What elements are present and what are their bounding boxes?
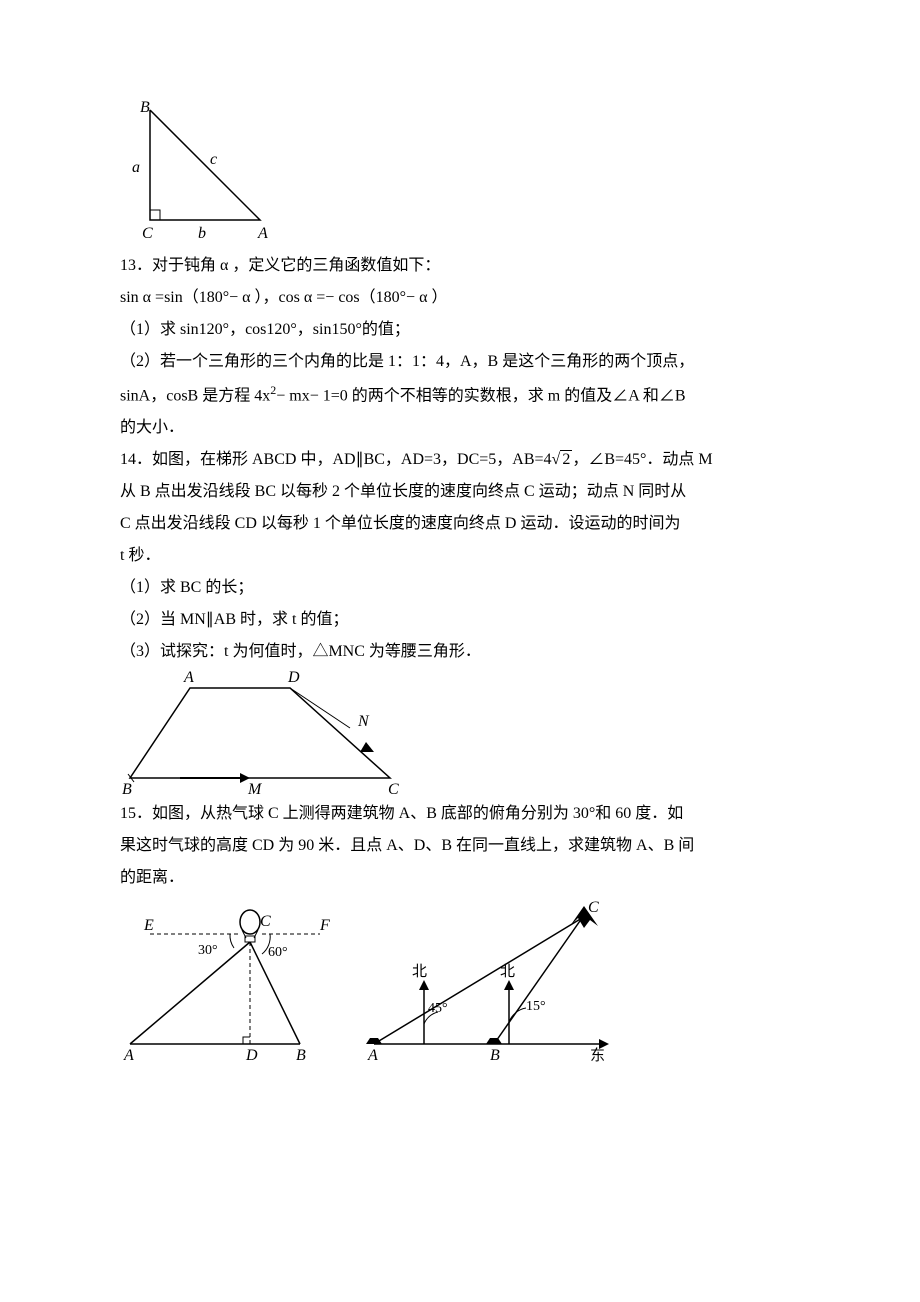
label-N: N [357,713,370,730]
q15-line2: 果这时气球的高度 CD 为 90 米．且点 A、D、B 在同一直线上，求建筑物 … [120,830,800,862]
label-C4: C [588,899,599,916]
q13-line5: sinA，cosB 是方程 4x2− mx− 1=0 的两个不相等的实数根，求 … [120,378,800,412]
label-north2: 北 [500,963,515,980]
q14-sqrt: 2 [560,450,572,468]
q15-line3: 的距离． [120,862,800,894]
q15-line1: 15．如图，从热气球 C 上测得两建筑物 A、B 底部的俯角分别为 30°和 6… [120,798,800,830]
figure-row: E F C A D B 30° 60° [120,894,800,1064]
label-A: A [257,225,268,242]
q13-line5-pre: sinA，cosB 是方程 4x [120,387,270,404]
figure-bearing: A B C 北 北 东 45° 15° [354,894,614,1064]
label-A2: A [183,669,194,686]
figure-triangle-right: B C A a b c [120,100,270,250]
label-45: 45° [428,1001,448,1016]
label-C3: C [260,913,271,930]
q13-line5-post: − mx− 1=0 的两个不相等的实数根，求 m 的值及∠A 和∠B [276,387,685,404]
q13-line2: sin α =sin（180°− α ），cos α =− cos（180°− … [120,282,800,314]
label-c: c [210,151,217,168]
label-east: 东 [590,1047,605,1064]
label-F: F [319,917,330,934]
label-B2: B [122,781,132,798]
label-30: 30° [198,943,218,958]
q14-line5: （1）求 BC 的长； [120,572,800,604]
q14-line1-pre: 14．如图，在梯形 ABCD 中，AD∥BC，AD=3，DC=5，AB=4 [120,451,552,468]
label-A3: A [123,1047,134,1064]
label-b: b [198,225,206,242]
label-a: a [132,159,140,176]
label-C: C [142,225,153,242]
q14-line4: t 秒． [120,540,800,572]
label-15: 15° [526,999,546,1014]
q14-line1: 14．如图，在梯形 ABCD 中，AD∥BC，AD=3，DC=5，AB=4√2，… [120,444,800,476]
figure-balloon: E F C A D B 30° 60° [120,904,350,1064]
label-60: 60° [268,945,288,960]
q13-line3: （1）求 sin120°，cos120°，sin150°的值； [120,314,800,346]
label-D3: D [245,1047,258,1064]
label-D2: D [287,669,300,686]
q14-line3: C 点出发沿线段 CD 以每秒 1 个单位长度的速度向终点 D 运动．设运动的时… [120,508,800,540]
label-B4: B [490,1047,500,1064]
q14-line7: （3）试探究：t 为何值时，△MNC 为等腰三角形． [120,636,800,668]
q13-line6: 的大小． [120,412,800,444]
q14-line6: （2）当 MN∥AB 时，求 t 的值； [120,604,800,636]
page: B C A a b c 13．对于钝角 α ，定义它的三角函数值如下： sin … [0,0,920,1104]
label-north1: 北 [412,963,427,980]
q14-line1-post: ，∠B=45°．动点 M [572,451,712,468]
figure-trapezoid: A D C B N M [120,668,400,798]
label-C2: C [388,781,399,798]
q13-line1: 13．对于钝角 α ，定义它的三角函数值如下： [120,250,800,282]
label-B: B [140,100,150,116]
q13-line4: （2）若一个三角形的三个内角的比是 1：1：4，A，B 是这个三角形的两个顶点， [120,346,800,378]
label-E: E [143,917,154,934]
label-M: M [247,781,263,798]
label-B3: B [296,1047,306,1064]
label-A4: A [367,1047,378,1064]
q14-line2: 从 B 点出发沿线段 BC 以每秒 2 个单位长度的速度向终点 C 运动；动点 … [120,476,800,508]
